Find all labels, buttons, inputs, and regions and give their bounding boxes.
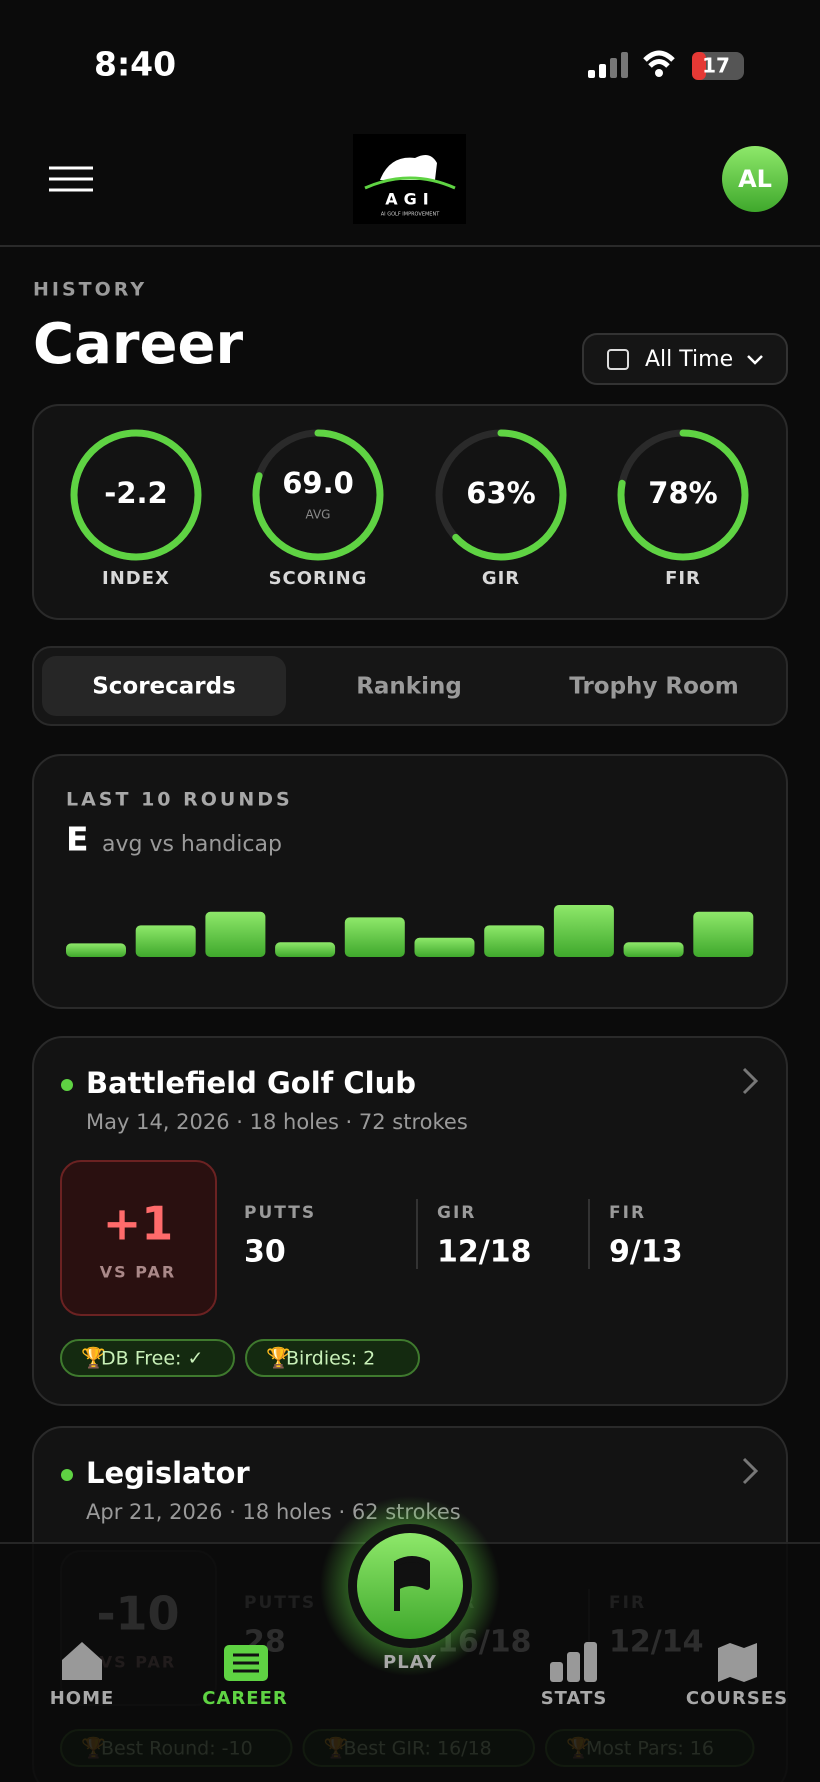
courses-icon: [718, 1643, 757, 1682]
chart-headline: E: [66, 820, 89, 859]
stat-value: 30: [244, 1235, 286, 1270]
course-name: Legislator: [86, 1456, 250, 1490]
chevron: [742, 1067, 759, 1095]
ring-progress: [70, 429, 202, 561]
badge-label: Birdies: 2: [286, 1348, 375, 1370]
stat-label: SCORING: [269, 568, 368, 589]
stat-value: 63%: [466, 476, 535, 510]
tab[interactable]: Trophy Room: [569, 674, 738, 700]
bar: [205, 911, 266, 957]
bar: [344, 917, 405, 957]
stat-label: PUTTS: [244, 1203, 316, 1223]
badge-label: DB Free: ✓: [101, 1348, 203, 1370]
avatar-initials: AL: [738, 165, 772, 193]
avatar[interactable]: [722, 146, 788, 212]
stat-label: GIR: [482, 568, 520, 589]
nav-label[interactable]: HOME: [50, 1688, 115, 1709]
home-icon: [62, 1642, 102, 1680]
section-label: HISTORY: [33, 279, 147, 301]
logo-text: AGI: [385, 190, 434, 209]
chevron: [742, 1457, 759, 1485]
battery-level: 17: [702, 54, 730, 78]
chart-title: LAST 10 ROUNDS: [66, 789, 293, 811]
bar: [66, 943, 126, 957]
stat-value: 78%: [648, 476, 717, 510]
stat-sub: AVG: [306, 508, 331, 522]
filter-button[interactable]: [582, 333, 788, 385]
bar: [693, 911, 754, 957]
status-dot: [61, 1079, 73, 1091]
bar: [135, 925, 196, 957]
filter-label: All Time: [645, 347, 733, 372]
badge: [60, 1339, 235, 1377]
score: +1: [103, 1197, 174, 1251]
badge: [245, 1339, 420, 1377]
nav-label[interactable]: CAREER: [202, 1688, 287, 1709]
nav-label[interactable]: STATS: [541, 1688, 608, 1709]
chart-caption: avg vs handicap: [102, 832, 282, 857]
badge-icon: 🏆: [266, 1346, 291, 1370]
stat-label: FIR: [609, 1203, 646, 1223]
round-card[interactable]: [32, 1036, 788, 1406]
bar: [553, 905, 614, 957]
stat-value: 69.0: [282, 466, 354, 500]
time: 8:40: [94, 45, 176, 84]
ring-progress: [252, 429, 384, 561]
logo-subtitle: AI GOLF IMPROVEMENT: [381, 212, 440, 218]
tab-active: [42, 656, 286, 716]
stat-label: INDEX: [102, 568, 170, 589]
stat-label: FIR: [665, 568, 701, 589]
score-label: VS PAR: [100, 1263, 176, 1282]
score-box: [60, 1160, 217, 1316]
stat-value: 9/13: [609, 1235, 683, 1270]
stat-value: -2.2: [104, 476, 167, 510]
stats-icon: [550, 1642, 597, 1682]
tab[interactable]: Ranking: [356, 674, 462, 700]
badge-icon: 🏆: [81, 1346, 106, 1370]
stat-label: GIR: [437, 1203, 476, 1223]
tab[interactable]: Scorecards: [92, 674, 236, 700]
stat-value: 12/18: [437, 1235, 531, 1270]
round-meta: May 14, 2026 · 18 holes · 72 strokes: [86, 1110, 468, 1134]
page-title: Career: [33, 312, 243, 377]
bar: [275, 942, 336, 957]
status-dot: [61, 1469, 73, 1481]
ring-progress: [435, 429, 567, 561]
bar: [484, 925, 545, 957]
nav-label[interactable]: COURSES: [686, 1688, 788, 1709]
nav-label[interactable]: PLAY: [383, 1652, 437, 1673]
bar: [623, 942, 684, 957]
course-name: Battlefield Golf Club: [86, 1066, 416, 1100]
ring-progress: [617, 429, 749, 561]
bar: [414, 937, 475, 957]
